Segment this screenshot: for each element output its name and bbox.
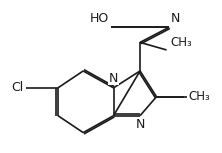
Text: CH₃: CH₃ bbox=[188, 90, 210, 103]
Text: Cl: Cl bbox=[11, 81, 24, 94]
Text: HO: HO bbox=[90, 12, 109, 25]
Text: N: N bbox=[171, 12, 180, 25]
Text: CH₃: CH₃ bbox=[170, 36, 192, 49]
Text: N: N bbox=[109, 72, 118, 85]
Text: N: N bbox=[135, 118, 145, 131]
